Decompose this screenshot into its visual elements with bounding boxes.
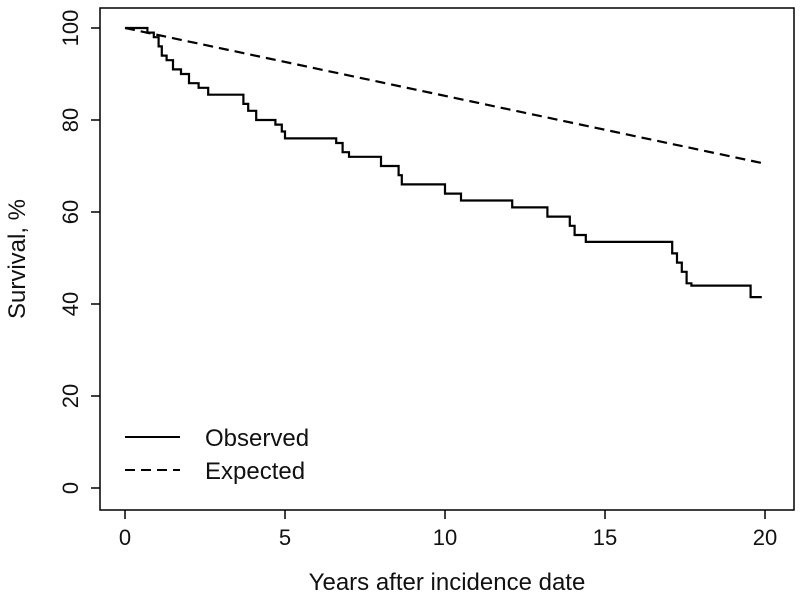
x-axis-label: Years after incidence date (309, 569, 586, 596)
legend-expected-label: Expected (205, 458, 305, 485)
x-tick-label: 10 (433, 525, 457, 550)
x-tick-label: 20 (753, 525, 777, 550)
series-layer (124, 26, 766, 299)
legend-observed-label: Observed (205, 425, 309, 452)
y-axis: 0 20 40 60 80 100 (58, 10, 100, 494)
x-axis: 0 5 10 15 20 (119, 510, 777, 550)
series-observed-line (125, 26, 762, 299)
y-tick-label: 100 (58, 10, 83, 47)
plot-frame (99, 7, 795, 511)
legend: Observed Expected (125, 425, 309, 485)
y-tick-label: 0 (58, 482, 83, 494)
x-tick-label: 0 (119, 525, 131, 550)
y-tick-label: 80 (58, 108, 83, 132)
y-tick-label: 40 (58, 292, 83, 316)
x-tick-label: 15 (593, 525, 617, 550)
y-axis-label: Survival, % (4, 199, 31, 319)
y-tick-label: 20 (58, 384, 83, 408)
series-expected-line (124, 26, 766, 165)
y-tick-label: 60 (58, 200, 83, 224)
x-tick-label: 5 (279, 525, 291, 550)
